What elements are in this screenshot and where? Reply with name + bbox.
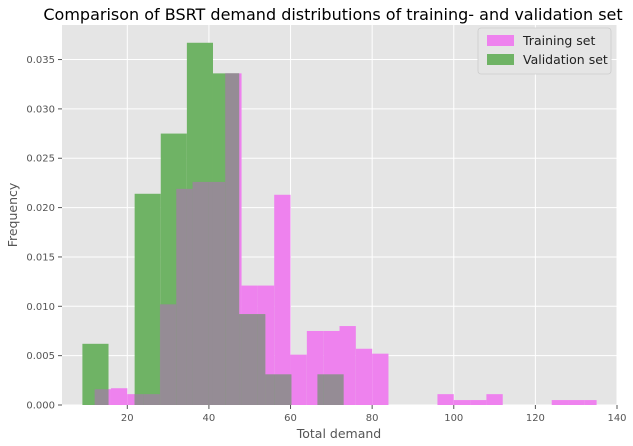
training-bar: [584, 400, 597, 405]
legend-swatch-training: [487, 35, 514, 46]
y-axis-label: Frequency: [5, 182, 20, 247]
y-tick-label: 0.025: [26, 154, 55, 165]
overlap-bars: [94, 73, 344, 405]
y-tick-label: 0.035: [26, 55, 55, 66]
overlap-bar: [323, 374, 340, 405]
y-tick-label: 0.015: [26, 252, 55, 263]
x-tick-label: 80: [366, 413, 379, 424]
y-tick-label: 0.010: [26, 302, 55, 313]
training-bar: [372, 353, 389, 405]
training-bar: [453, 400, 471, 405]
overlap-bar: [176, 188, 187, 405]
y-tick-label: 0.005: [26, 351, 55, 362]
overlap-bar: [225, 73, 240, 405]
overlap-bar: [239, 314, 242, 405]
training-bar: [437, 394, 454, 405]
legend-label-training: Training set: [522, 33, 595, 48]
x-tick-label: 140: [607, 413, 626, 424]
y-tick-label: 0.000: [26, 401, 55, 412]
overlap-bar: [290, 374, 292, 405]
training-bar: [470, 400, 487, 405]
training-bar: [551, 400, 569, 405]
y-tick-label: 0.020: [26, 203, 55, 214]
training-bar: [568, 400, 585, 405]
x-tick-label: 40: [203, 413, 216, 424]
overlap-bar: [160, 304, 177, 405]
training-bar: [290, 354, 307, 405]
validation-bar: [134, 193, 161, 405]
x-tick-label: 60: [284, 413, 297, 424]
training-bar: [355, 348, 373, 405]
overlap-bar: [274, 374, 291, 405]
overlap-bar: [159, 304, 161, 405]
overlap-bar: [143, 394, 160, 405]
y-tick-labels: 0.000 0.005 0.010 0.015 0.020 0.025 0.030 0.035: [26, 55, 62, 412]
overlap-bar: [241, 314, 258, 405]
overlap-bar: [94, 389, 109, 405]
legend-swatch-validation: [487, 54, 514, 65]
overlap-bar: [192, 181, 209, 405]
training-bar: [274, 194, 291, 405]
overlap-bar: [208, 181, 213, 405]
x-tick-label: 100: [444, 413, 463, 424]
x-tick-label: 20: [121, 413, 134, 424]
overlap-bar: [212, 181, 226, 405]
chart-title: Comparison of BSRT demand distributions …: [43, 5, 622, 24]
x-tick-label: 120: [526, 413, 545, 424]
overlap-bar: [317, 374, 324, 405]
y-tick-label: 0.030: [26, 104, 55, 115]
overlap-bar: [265, 374, 275, 405]
overlap-bar: [134, 394, 144, 405]
overlap-bar: [339, 374, 344, 405]
legend: Training set Validation set: [477, 27, 612, 75]
training-bar: [486, 394, 503, 405]
overlap-bar: [186, 188, 193, 405]
overlap-bar: [257, 314, 266, 405]
x-axis-label: Total demand: [296, 426, 382, 441]
training-bar: [110, 388, 128, 405]
legend-label-validation: Validation set: [523, 52, 608, 67]
x-tick-labels: 20 40 60 80 100 120 140: [121, 405, 627, 424]
